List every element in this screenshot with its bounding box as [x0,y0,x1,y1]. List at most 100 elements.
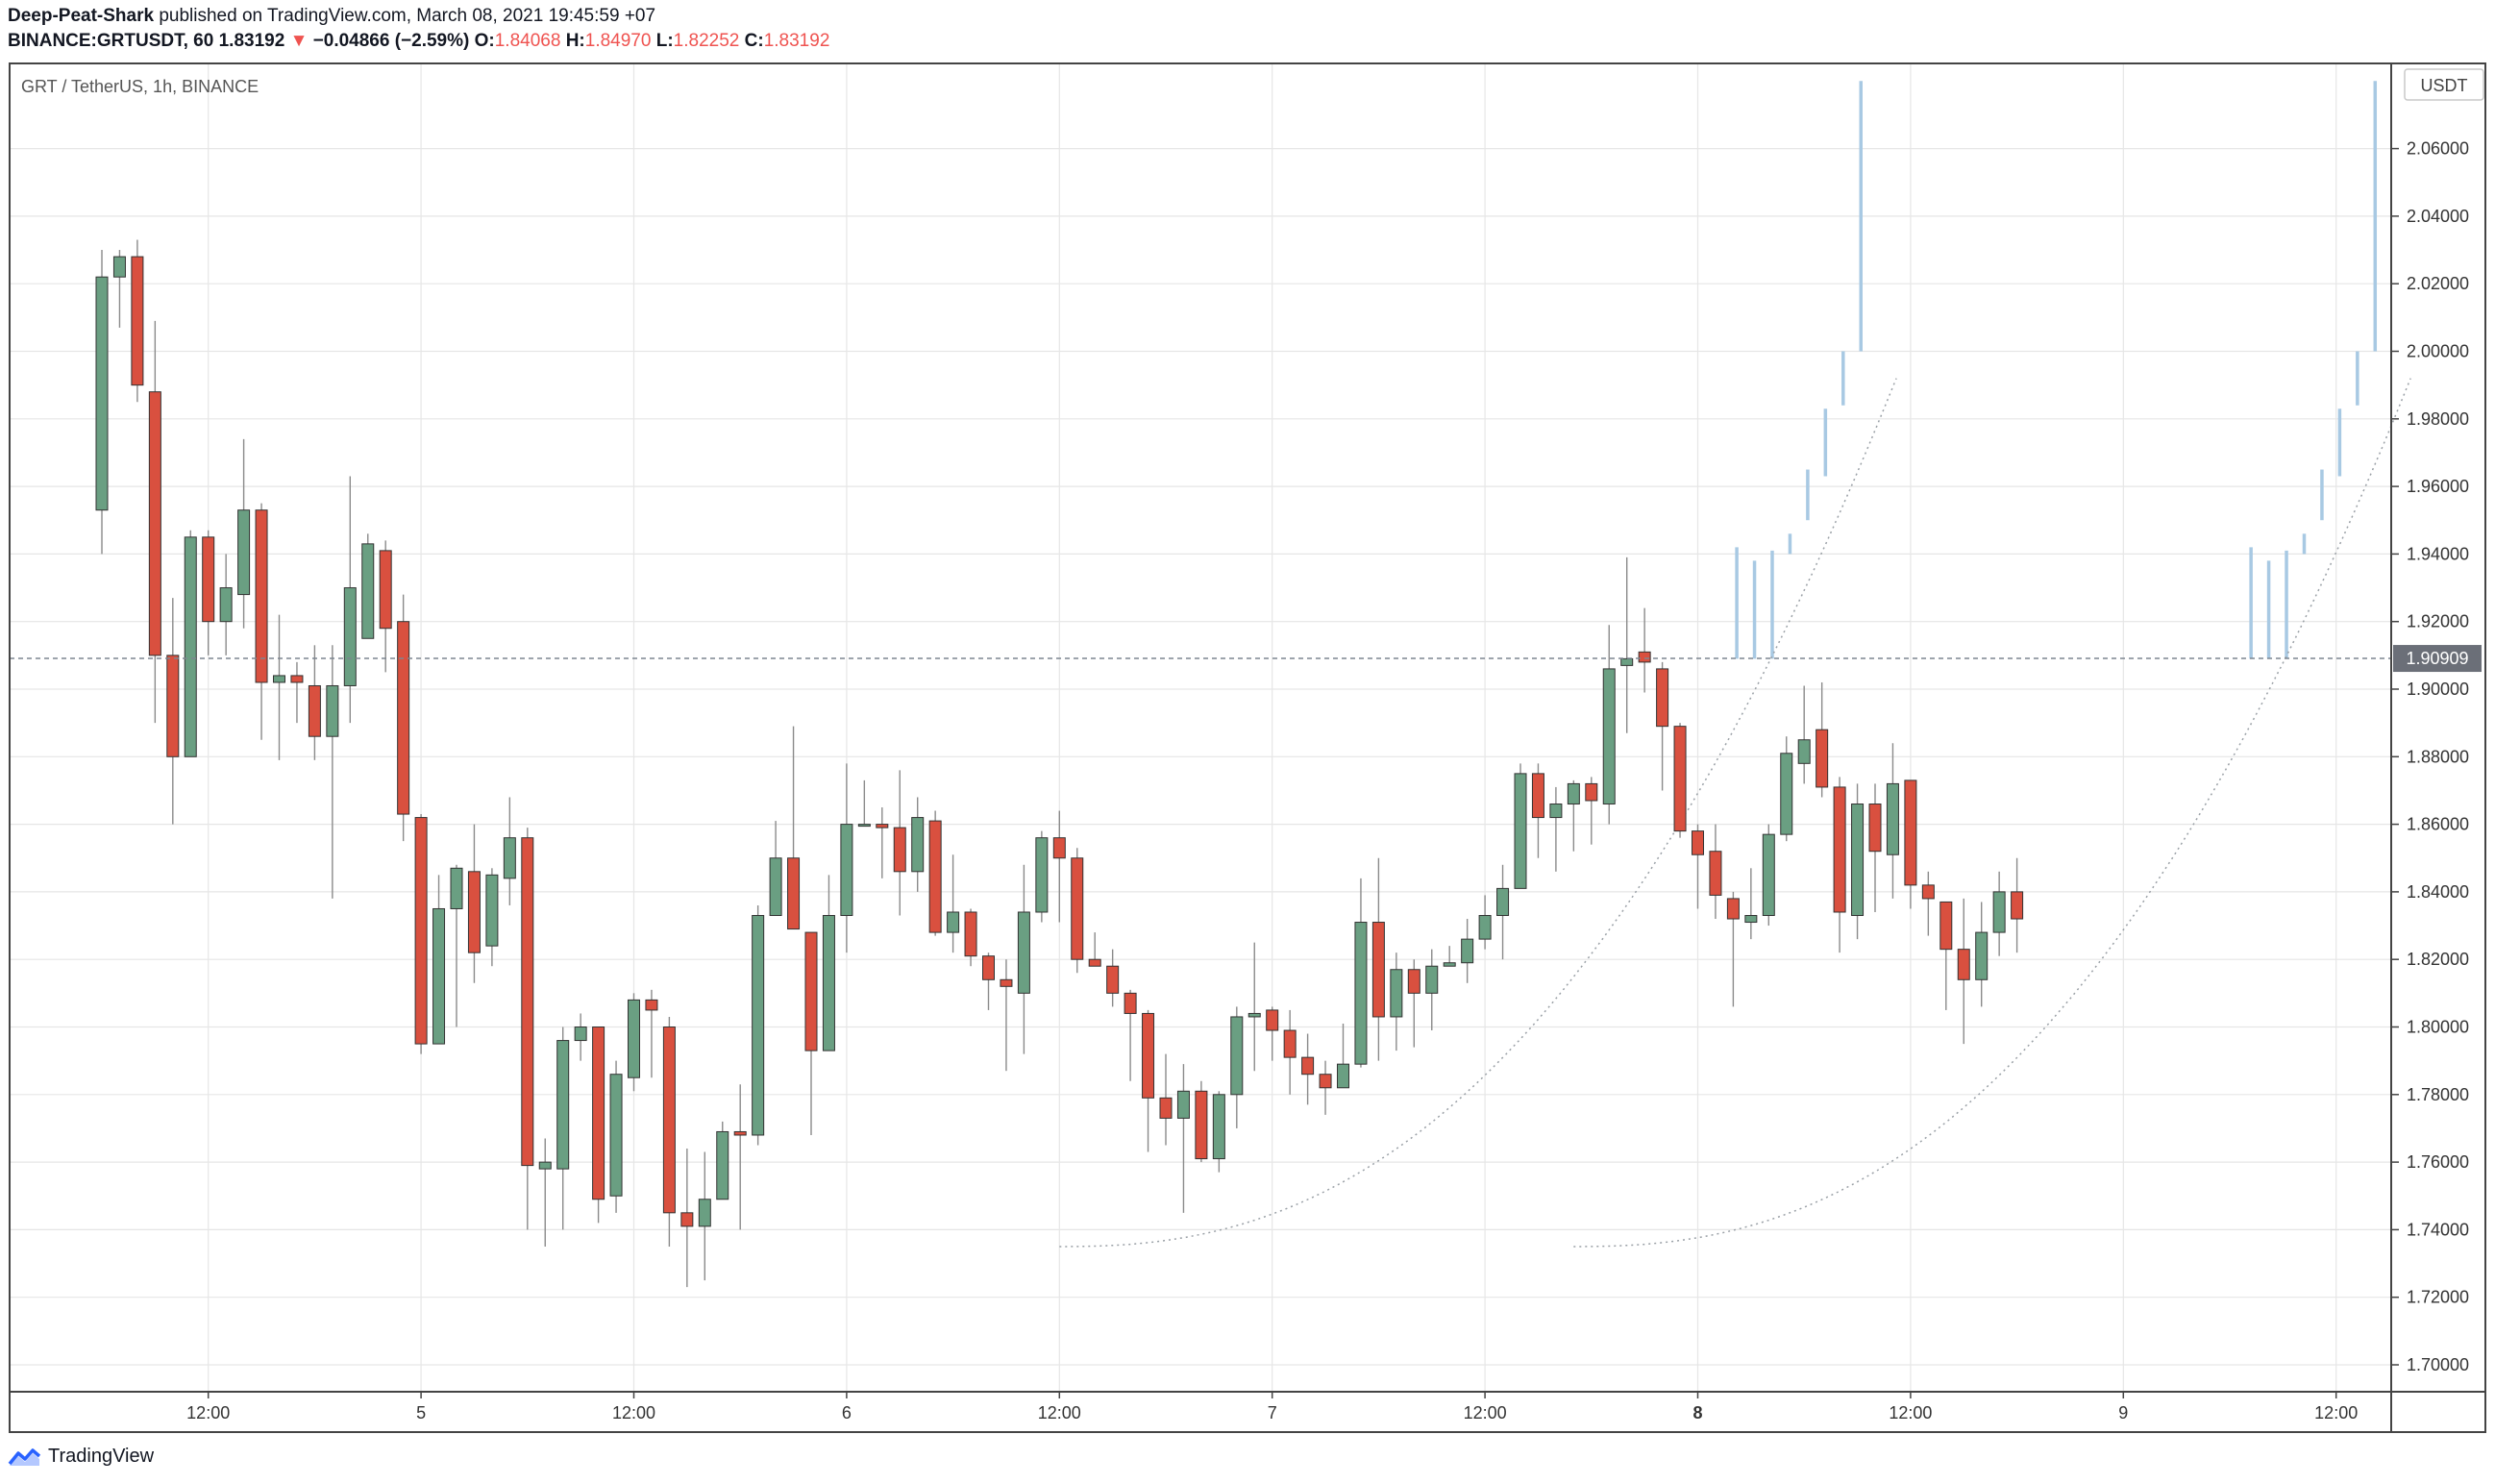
price-tick-label: 1.88000 [2407,747,2469,766]
candle-body [1443,962,1456,967]
candle-down [1371,857,1385,1061]
candle-body [1301,1056,1315,1076]
candle-up [1620,556,1634,733]
candle-body [857,824,871,828]
candle-down [1000,959,1013,1072]
candle-body [592,1026,605,1200]
time-tick-label: 8 [1692,1403,1702,1422]
open-value: 1.84068 [494,31,561,51]
candle-up [609,1060,623,1213]
candle-body [609,1074,623,1197]
candle-down [255,503,268,740]
candle-up [857,779,871,828]
candle-up [326,645,339,899]
candle-down [2011,857,2024,953]
candle-body [1585,782,1598,802]
candle-body [1975,931,1989,980]
curve-arc [1059,378,1897,1248]
candle-body [521,837,534,1167]
candle-down [1939,901,1953,1010]
candle-up [1017,864,1030,1054]
candle-body [574,1026,587,1042]
candle-body [1762,833,1775,917]
candle-body [822,915,835,1051]
candle-body [1017,911,1030,994]
candle-body [947,911,960,933]
candle-down [202,530,215,655]
candle-body [255,509,268,683]
candle-body [1620,657,1634,666]
candle-body [876,824,889,829]
price-tick-label: 1.92000 [2407,612,2469,631]
candle-up [343,476,357,724]
candle-body [1673,726,1687,832]
tradingview-logo[interactable]: TradingView [8,1446,154,1468]
candle-body [361,543,375,639]
candle-up [1496,864,1510,960]
currency-badge[interactable]: USDT [2404,68,2484,101]
candle-up [184,530,197,757]
candle-body [1283,1029,1297,1058]
last-price: 1.83192 [218,31,285,51]
candle-body [450,867,463,909]
candle-up [1212,1091,1225,1173]
price-axis[interactable]: 1.70000 1.72000 1.74000 1.76000 1.78000 1.800… [2391,139,2469,1374]
candle-down [1957,898,1970,1045]
candle-body [1052,837,1066,859]
candle-body [326,684,339,737]
candle-down [1106,949,1120,1007]
candle-up [503,797,516,905]
low-label: L: [655,31,674,51]
price-tick-label: 2.06000 [2407,139,2469,159]
candle-down [1816,681,1829,798]
candle-down [1726,891,1740,1007]
candle-body [1425,965,1439,994]
price-tick-label: 1.96000 [2407,477,2469,496]
candle-up [1780,736,1793,842]
time-tick-label: 12:00 [1889,1403,1932,1422]
candle-up [1886,743,1899,899]
candle-body [1692,830,1704,855]
author-name[interactable]: Deep-Peat-Shark [8,6,155,26]
candle-down [1407,959,1420,1048]
candle-body [414,817,428,1045]
candle-up [628,993,640,1092]
chart-title: GRT / TetherUS, 1h, BINANCE [21,77,259,96]
candle-up [1425,949,1439,1031]
price-tick-label: 1.90000 [2407,680,2469,699]
candle-body [1212,1094,1225,1160]
candle-body [148,391,161,656]
candle-up [1176,1064,1190,1213]
grid [10,63,2391,1392]
price-tick-label: 1.80000 [2407,1018,2469,1037]
candle-body [1230,1016,1244,1096]
candle-up [574,1013,587,1061]
candle-body [1709,851,1722,896]
time-tick-label: 12:00 [2314,1403,2358,1422]
price-line-label: 1.90909 [2406,649,2468,668]
time-axis[interactable]: 12:00 5 12:00 6 12:00 7 12:00 8 12:00 9 12:00 [186,1392,2358,1422]
candle-down [1692,824,1704,909]
time-tick-label: 12:00 [1464,1403,1507,1422]
candle-down [148,320,161,724]
candle-body [273,675,285,683]
candle-up [361,533,375,639]
candle-down [1531,763,1544,858]
candle-down [1319,1060,1332,1115]
candle-body [769,857,782,917]
candle-body [95,276,109,511]
candle-down [1921,871,1935,936]
candle-up [485,868,499,967]
candle-up [840,763,853,953]
candle-down [982,952,995,1010]
projection-lines [1735,81,2378,659]
close-value: 1.83192 [763,31,830,51]
candle-up [1478,895,1492,950]
candle-up [1514,763,1527,889]
candle-body [1266,1009,1279,1031]
candle-up [716,1121,729,1200]
candle-down [1868,783,1882,912]
candle-down [1124,989,1137,1081]
candle-down [1159,1053,1173,1146]
